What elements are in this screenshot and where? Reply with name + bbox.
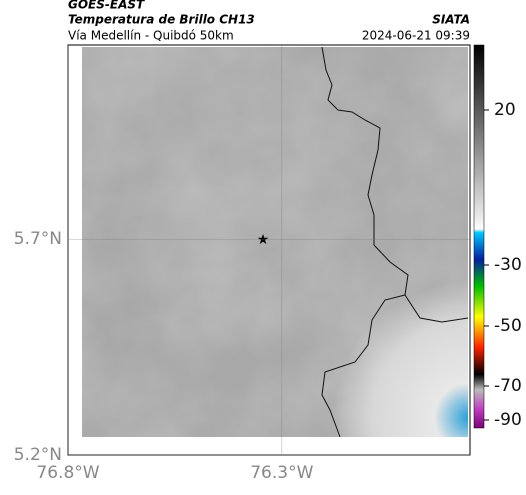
colorbar-tick-label: 20 (494, 100, 516, 120)
colorbar-tick-label: -50 (494, 316, 522, 336)
colorbar (473, 44, 485, 429)
y-tick-label: 5.2°N (14, 445, 62, 465)
border (321, 294, 406, 438)
source: SIATA (432, 13, 470, 27)
x-tick-label: 76.8°W (36, 463, 99, 483)
colorbar-tick-label: -90 (494, 410, 522, 430)
x-tick-label: 76.3°W (250, 463, 313, 483)
colorbar-tick-label: -30 (494, 255, 522, 275)
satellite: GOES-EAST (68, 0, 145, 12)
location-marker: ★ (257, 232, 270, 248)
product: Temperatura de Brillo CH13 (68, 13, 255, 27)
clear-area (82, 47, 468, 437)
datetime: 2024-06-21 09:39 (362, 29, 470, 43)
route: Vía Medellín - Quibdó 50km (68, 29, 234, 43)
colorbar-tick-label: -70 (494, 376, 522, 396)
y-tick-label: 5.7°N (14, 229, 62, 249)
